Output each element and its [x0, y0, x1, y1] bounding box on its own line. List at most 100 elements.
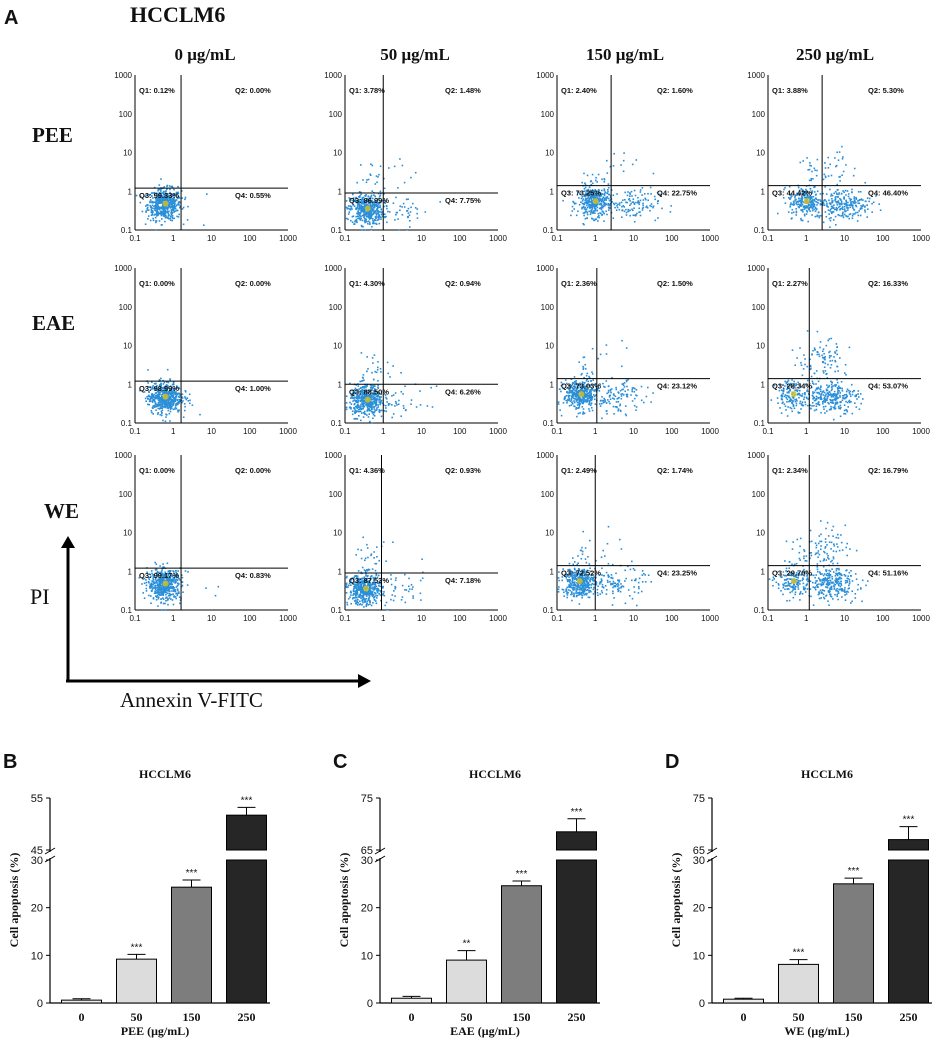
- event-dot: [157, 589, 160, 591]
- event-dot: [587, 195, 590, 198]
- event-dot: [371, 384, 373, 387]
- event-dot: [173, 590, 175, 592]
- event-dot: [794, 384, 797, 387]
- event-dot: [359, 208, 362, 210]
- event-dot: [353, 407, 355, 409]
- event-dot: [646, 205, 648, 208]
- event-dot: [364, 385, 367, 388]
- event-dot: [366, 402, 368, 404]
- event-dot: [812, 178, 814, 180]
- event-dot: [168, 404, 170, 407]
- event-dot: [165, 597, 167, 599]
- event-dot: [357, 213, 359, 215]
- event-dot: [356, 205, 359, 208]
- event-dot: [862, 398, 864, 400]
- event-dot: [585, 368, 587, 370]
- event-dot: [359, 201, 362, 203]
- event-dot: [166, 577, 168, 580]
- event-dot: [364, 194, 366, 197]
- event-dot: [181, 393, 184, 396]
- event-dot: [168, 399, 170, 401]
- event-dot: [604, 204, 606, 207]
- event-dot: [837, 206, 840, 209]
- event-dot: [360, 191, 362, 194]
- event-dot: [631, 390, 633, 393]
- event-dot: [363, 392, 366, 394]
- event-dot: [572, 381, 574, 384]
- event-dot: [367, 216, 370, 218]
- event-dot: [845, 164, 847, 166]
- event-dot: [169, 199, 171, 201]
- event-dot: [362, 202, 364, 205]
- event-dot: [616, 193, 618, 195]
- event-dot: [813, 391, 816, 394]
- event-dot: [155, 580, 158, 582]
- event-dot: [362, 208, 365, 210]
- event-dot: [589, 404, 592, 407]
- event-dot: [793, 407, 796, 410]
- event-dot: [159, 189, 162, 191]
- event-dot: [773, 384, 776, 387]
- event-dot: [161, 195, 163, 198]
- event-dot: [810, 196, 813, 198]
- event-dot: [370, 212, 372, 215]
- event-dot: [158, 188, 160, 191]
- event-dot: [606, 392, 608, 395]
- event-dot: [794, 400, 797, 403]
- event-dot: [350, 207, 352, 210]
- event-dot: [183, 403, 186, 405]
- event-dot: [609, 398, 612, 400]
- event-dot: [631, 208, 633, 211]
- event-dot: [171, 583, 173, 586]
- y-tick-label: 0.1: [754, 419, 766, 428]
- event-dot: [586, 174, 589, 177]
- event-dot: [346, 603, 349, 606]
- event-dot: [603, 212, 605, 215]
- event-dot: [358, 200, 360, 203]
- event-dot: [803, 205, 806, 208]
- event-dot: [174, 398, 177, 401]
- event-dot: [169, 398, 172, 400]
- event-dot: [589, 385, 591, 387]
- event-dot: [579, 397, 581, 400]
- event-dot: [170, 598, 172, 600]
- event-dot: [804, 206, 806, 209]
- event-dot: [798, 200, 801, 202]
- event-dot: [817, 402, 820, 404]
- event-dot: [845, 202, 847, 205]
- event-dot: [388, 167, 390, 169]
- event-dot: [781, 398, 784, 401]
- event-dot: [577, 407, 579, 409]
- event-dot: [355, 221, 358, 223]
- event-dot: [361, 408, 363, 410]
- event-dot: [345, 395, 348, 397]
- event-dot: [379, 204, 381, 207]
- event-dot: [360, 164, 362, 166]
- event-dot: [403, 206, 406, 208]
- event-dot: [619, 389, 622, 392]
- event-dot: [590, 407, 593, 409]
- event-dot: [586, 192, 589, 194]
- event-dot: [151, 394, 153, 396]
- event-dot: [355, 200, 358, 202]
- event-dot: [807, 191, 809, 193]
- event-dot: [827, 209, 830, 211]
- event-dot: [173, 596, 175, 598]
- event-dot: [165, 386, 167, 389]
- event-dot: [414, 171, 417, 174]
- event-dot: [614, 395, 617, 398]
- event-dot: [369, 214, 372, 217]
- event-dot: [168, 205, 170, 208]
- event-dot: [381, 212, 384, 214]
- event-dot: [568, 405, 571, 407]
- event-dot: [367, 223, 369, 225]
- event-dot: [582, 399, 585, 402]
- y-tick-label: 10: [123, 529, 132, 538]
- event-dot: [181, 576, 184, 579]
- y-tick-label: 1000: [114, 451, 132, 460]
- event-dot: [165, 579, 167, 582]
- event-dot: [630, 394, 632, 396]
- event-dot: [203, 224, 205, 226]
- event-dot: [173, 210, 176, 213]
- event-dot: [164, 576, 166, 579]
